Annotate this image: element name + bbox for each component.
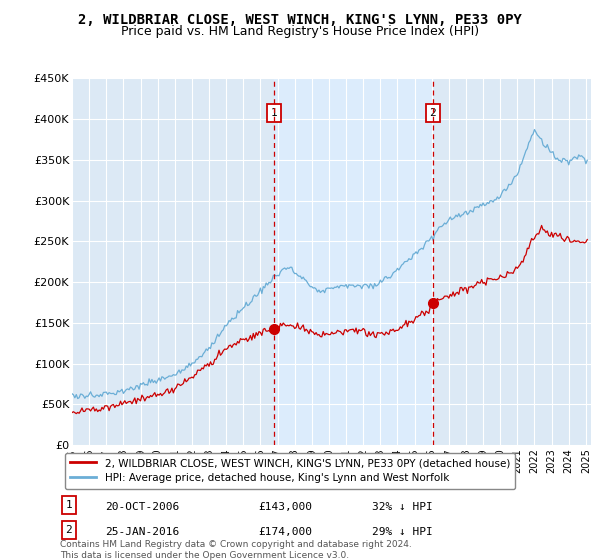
Text: Contains HM Land Registry data © Crown copyright and database right 2024.
This d: Contains HM Land Registry data © Crown c…: [60, 540, 412, 559]
Text: Price paid vs. HM Land Registry's House Price Index (HPI): Price paid vs. HM Land Registry's House …: [121, 25, 479, 39]
Text: 29% ↓ HPI: 29% ↓ HPI: [372, 527, 433, 537]
Text: 32% ↓ HPI: 32% ↓ HPI: [372, 502, 433, 512]
Text: 1: 1: [271, 108, 277, 118]
Legend: 2, WILDBRIAR CLOSE, WEST WINCH, KING'S LYNN, PE33 0PY (detached house), HPI: Ave: 2, WILDBRIAR CLOSE, WEST WINCH, KING'S L…: [65, 452, 515, 489]
Text: £174,000: £174,000: [258, 527, 312, 537]
Text: £143,000: £143,000: [258, 502, 312, 512]
Text: 20-OCT-2006: 20-OCT-2006: [105, 502, 179, 512]
Text: 2, WILDBRIAR CLOSE, WEST WINCH, KING'S LYNN, PE33 0PY: 2, WILDBRIAR CLOSE, WEST WINCH, KING'S L…: [78, 13, 522, 27]
Text: 1: 1: [65, 500, 73, 510]
Text: 2: 2: [65, 525, 73, 535]
Text: 2: 2: [430, 108, 436, 118]
Text: 25-JAN-2016: 25-JAN-2016: [105, 527, 179, 537]
Bar: [274, 78, 433, 445]
